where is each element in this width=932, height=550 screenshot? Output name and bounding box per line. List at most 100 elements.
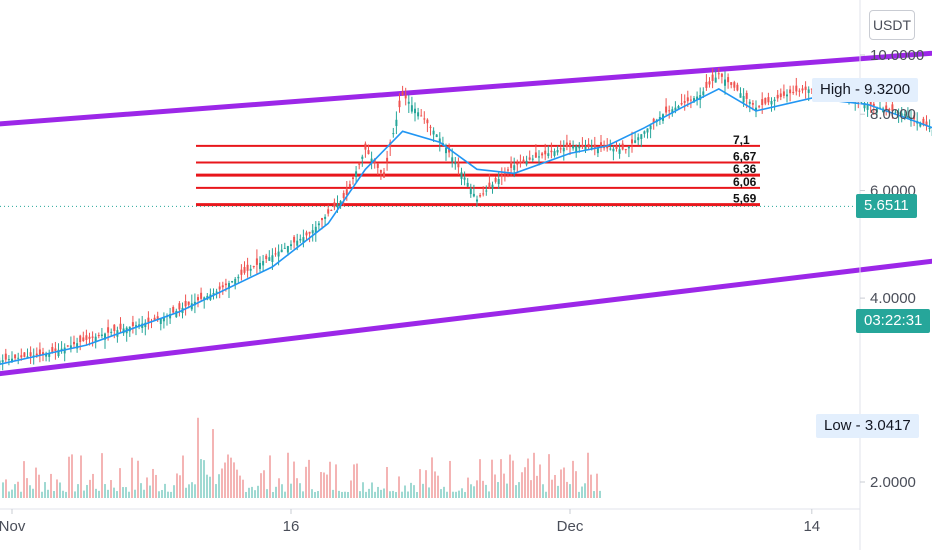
volume-bar [458,490,460,498]
volume-bar [425,470,427,498]
volume-bar [149,485,151,498]
volume-bar [221,468,223,498]
volume-bar [467,477,469,498]
volume-bar [566,481,568,498]
volume-bar [395,491,397,498]
candle-body [590,147,593,149]
volume-bar [290,483,292,498]
volume-bar [215,484,217,498]
candle-body [398,100,401,108]
candle-body [500,175,503,177]
volume-bar [461,488,463,498]
candle-body [197,297,199,301]
candle-body [875,106,878,113]
volume-bar [224,462,226,498]
candle-body [928,127,931,130]
candle-body [342,193,345,199]
currency-badge[interactable]: USDT [869,10,915,40]
candle-body [531,158,534,160]
volume-bar [542,484,544,498]
candle-body [494,178,497,182]
candle-body [578,146,581,149]
volume-bar [329,461,331,498]
candle-body [317,223,320,226]
candle-body [302,237,305,243]
volume-bar [422,483,424,498]
volume-bar [557,485,559,498]
volume-bar [245,491,247,498]
candle-body [135,325,137,327]
volume-bar [455,491,457,498]
candle-body [798,90,801,92]
candle-body [237,276,240,279]
candle-body [593,144,596,148]
volume-bar [563,467,565,498]
candle-body [445,147,447,154]
candle-body [345,189,348,195]
volume-bar [191,482,193,498]
candle-body [702,91,705,96]
volume-bar [101,453,103,498]
volume-bar [20,491,22,498]
candle-body [751,103,754,105]
volume-bar [317,491,319,498]
volume-bar [203,460,205,498]
candle-body [383,172,385,178]
candle-body [228,283,230,289]
candle-body [156,316,159,320]
volume-bar [365,491,367,498]
volume-bar [248,487,250,498]
volume-bar [413,485,415,498]
candle-body [218,286,221,290]
volume-bar [506,483,508,498]
volume-bar [176,473,178,498]
candle-body [286,246,289,253]
candle-body [906,115,909,120]
candle-body [584,146,587,150]
candle-body [488,182,491,188]
candle-body [234,278,237,286]
candle-body [404,95,407,99]
candle-body [311,230,314,234]
volume-bar [407,491,409,498]
candle-body [82,337,85,342]
volume-bar [251,486,253,498]
candle-body [897,112,900,114]
last-price-label: 5.6511 [856,194,917,219]
volume-bar [479,459,481,498]
volume-bar [152,468,154,498]
x-tick-label: 14 [803,518,820,535]
volume-bar [335,464,337,498]
candle-body [94,336,97,343]
candle-body [565,142,568,147]
candle-body [711,74,714,81]
candle-body [525,160,528,165]
volume-bar [539,464,541,498]
candle-body [733,82,736,88]
candle-body [432,130,435,135]
candle-body [727,77,730,83]
candle-body [801,88,804,91]
volume-bar [308,459,310,498]
candle-body [894,111,897,113]
volume-bar [476,480,478,498]
candle-body [0,360,1,365]
volume-bar [119,468,121,498]
candle-body [401,91,404,96]
candle-body [35,353,38,356]
candle-body [423,118,426,120]
candle-body [293,236,296,243]
volume-bar [275,486,277,498]
candle-body [888,109,891,111]
candle-body [696,96,699,100]
candle-body [76,343,79,349]
candle-body [119,323,122,330]
volume-bar [23,461,25,498]
candle-body [38,349,41,355]
candle-body [686,97,689,102]
candle-body [265,255,268,260]
trend-channel [0,50,932,377]
volume-bar [5,479,7,498]
